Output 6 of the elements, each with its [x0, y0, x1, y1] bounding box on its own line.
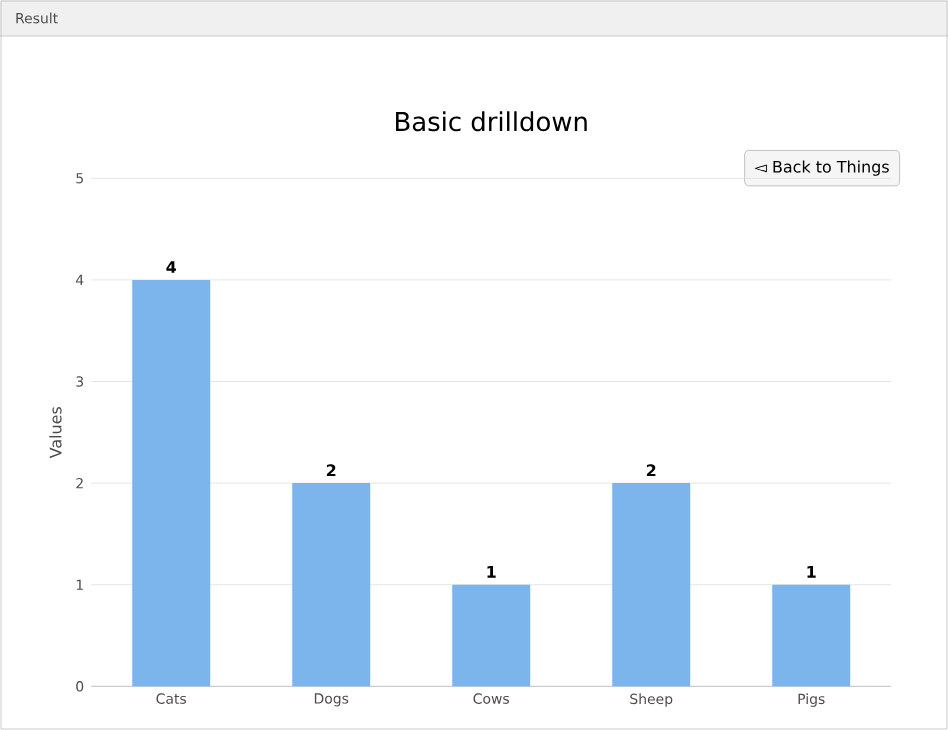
bar [292, 483, 371, 687]
bar [612, 483, 691, 687]
bar [132, 279, 211, 687]
chart-title: Basic drilldown [396, 111, 587, 132]
bar [772, 584, 851, 687]
bar [452, 584, 531, 687]
